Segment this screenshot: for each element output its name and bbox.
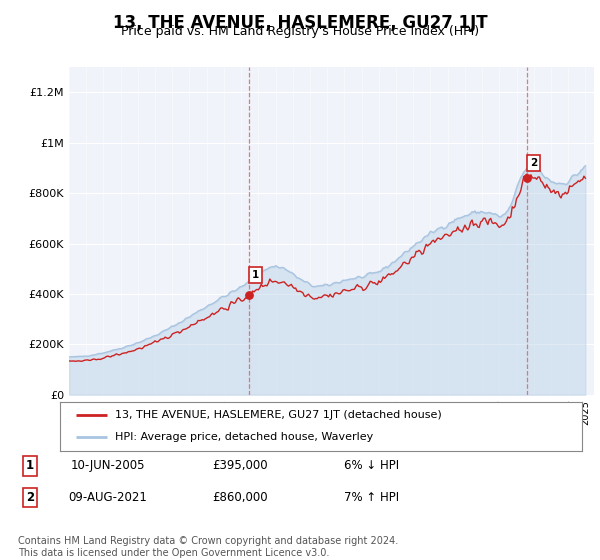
Text: 09-AUG-2021: 09-AUG-2021 (68, 491, 148, 504)
Text: £395,000: £395,000 (212, 459, 268, 473)
Point (244, 291, 254, 300)
Text: Price paid vs. HM Land Registry's House Price Index (HPI): Price paid vs. HM Land Registry's House … (121, 25, 479, 38)
Text: 13, THE AVENUE, HASLEMERE, GU27 1JT: 13, THE AVENUE, HASLEMERE, GU27 1JT (113, 14, 487, 32)
Text: 6% ↓ HPI: 6% ↓ HPI (344, 459, 400, 473)
Text: HPI: Average price, detached house, Waverley: HPI: Average price, detached house, Wave… (115, 432, 373, 442)
Text: 1: 1 (252, 270, 259, 280)
Text: 13, THE AVENUE, HASLEMERE, GU27 1JT (detached house): 13, THE AVENUE, HASLEMERE, GU27 1JT (det… (115, 410, 442, 420)
Point (522, 174, 532, 183)
Text: 7% ↑ HPI: 7% ↑ HPI (344, 491, 400, 504)
Text: 10-JUN-2005: 10-JUN-2005 (71, 459, 145, 473)
Text: £860,000: £860,000 (212, 491, 268, 504)
Text: 1: 1 (26, 459, 34, 473)
Text: 2: 2 (530, 158, 537, 168)
Text: This data is licensed under the Open Government Licence v3.0.: This data is licensed under the Open Gov… (18, 548, 329, 558)
Text: 2: 2 (26, 491, 34, 504)
Text: Contains HM Land Registry data © Crown copyright and database right 2024.: Contains HM Land Registry data © Crown c… (18, 536, 398, 547)
